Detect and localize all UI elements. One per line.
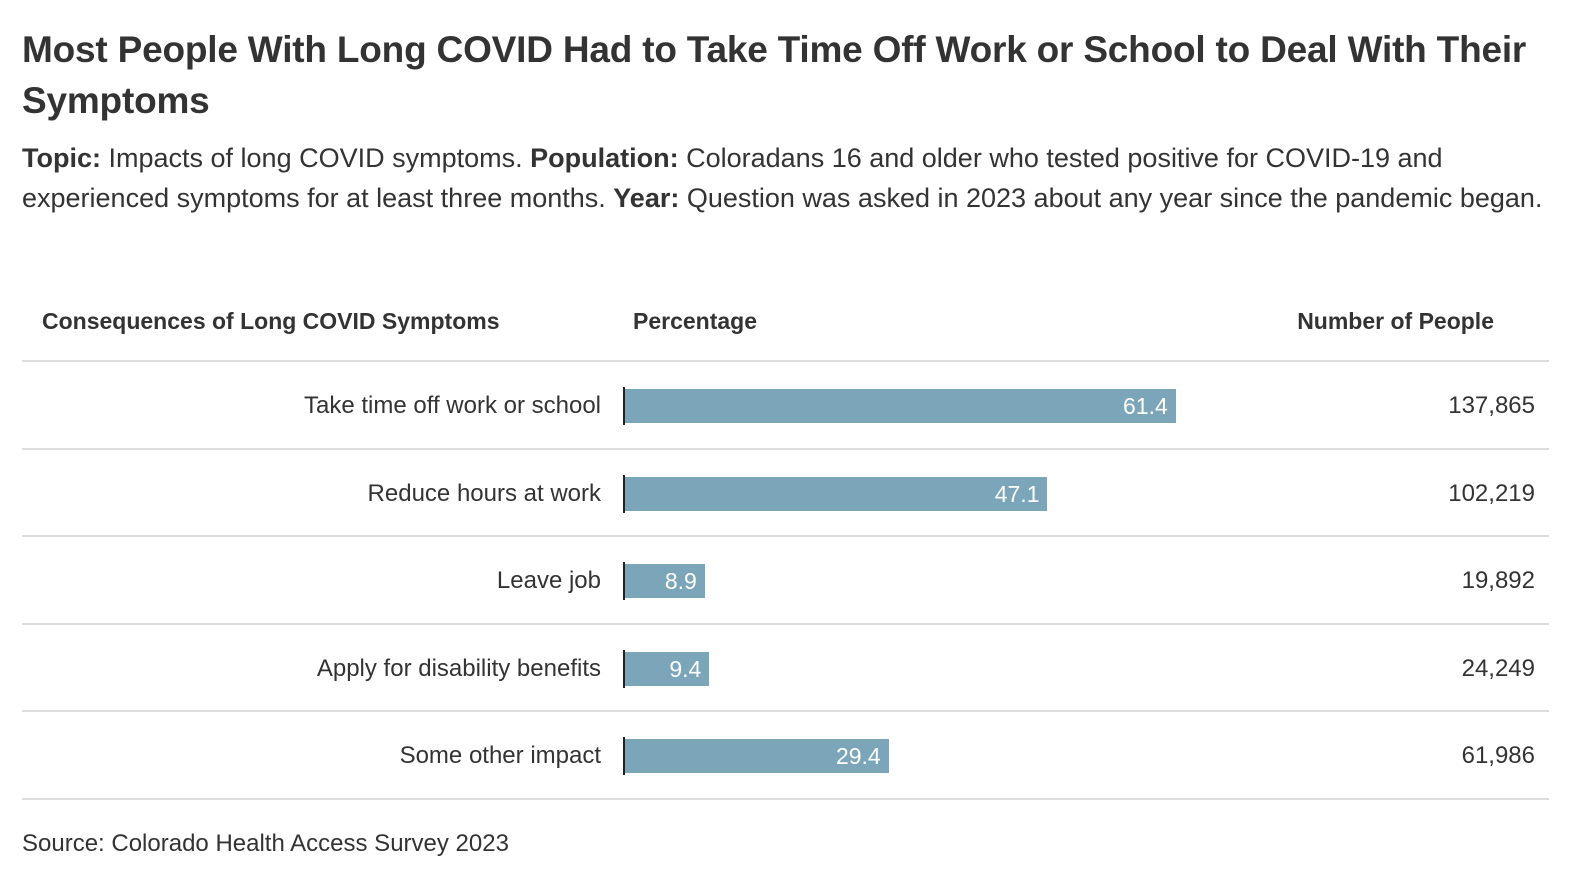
year-label: Year: xyxy=(613,183,680,213)
column-header-number: Number of People xyxy=(1297,308,1494,334)
table-row: Some other impact 29.4 61,986 xyxy=(22,712,1549,799)
chart-title: Most People With Long COVID Had to Take … xyxy=(22,29,1527,121)
bar-baseline xyxy=(623,474,625,513)
bar-baseline xyxy=(623,737,625,775)
number-of-people-value: 137,865 xyxy=(1448,392,1535,419)
source-note: Source: Colorado Health Access Survey 20… xyxy=(22,830,509,857)
number-of-people-value: 24,249 xyxy=(1461,654,1535,682)
percentage-value-label: 9.4 xyxy=(669,655,702,682)
category-label: Apply for disability benefits xyxy=(316,654,601,682)
row-divider xyxy=(22,360,1549,362)
population-text: Coloradans 16 and older who tested posit… xyxy=(22,143,1443,213)
population-label: Population: xyxy=(530,143,679,173)
percentage-bar: 9.4 xyxy=(625,651,710,686)
percentage-value-label: 29.4 xyxy=(835,743,881,769)
row-divider xyxy=(22,535,1549,537)
number-of-people-value: 19,892 xyxy=(1461,567,1535,594)
row-divider xyxy=(22,710,1549,712)
table-row: Reduce hours at work 47.1 102,219 xyxy=(22,450,1549,537)
percentage-bar: 61.4 xyxy=(625,389,1176,423)
row-divider xyxy=(22,797,1549,800)
bar-baseline xyxy=(623,649,625,688)
percentage-value-label: 47.1 xyxy=(994,480,1040,507)
table-row: Apply for disability benefits 9.4 24,249 xyxy=(22,625,1549,712)
category-label: Some other impact xyxy=(399,742,601,769)
topic-text: Impacts of long COVID symptoms. xyxy=(100,143,531,173)
category-label: Leave job xyxy=(496,567,601,594)
number-of-people-value: 102,219 xyxy=(1448,479,1535,507)
percentage-bar: 29.4 xyxy=(625,739,889,773)
percentage-value-label: 61.4 xyxy=(1122,393,1168,419)
number-of-people-value: 61,986 xyxy=(1461,742,1535,769)
bar-baseline xyxy=(623,387,625,425)
topic-label: Topic: xyxy=(22,143,101,173)
percentage-value-label: 8.9 xyxy=(664,568,697,594)
column-header-category: Consequences of Long COVID Symptoms xyxy=(42,308,500,334)
category-label: Reduce hours at work xyxy=(367,479,601,507)
row-divider xyxy=(22,622,1549,625)
row-divider xyxy=(22,447,1549,450)
bar-baseline xyxy=(623,562,625,600)
column-header-percentage: Percentage xyxy=(633,308,758,334)
chart-subtitle: Topic: Impacts of long COVID symptoms. P… xyxy=(22,138,1562,218)
percentage-bar: 47.1 xyxy=(625,476,1048,511)
percentage-bar: 8.9 xyxy=(625,564,705,598)
year-text: Question was asked in 2023 about any yea… xyxy=(679,183,1543,213)
table-row: Take time off work or school 61.4 137,865 xyxy=(22,362,1549,449)
table-row: Leave job 8.9 19,892 xyxy=(22,537,1549,624)
category-label: Take time off work or school xyxy=(303,392,601,419)
